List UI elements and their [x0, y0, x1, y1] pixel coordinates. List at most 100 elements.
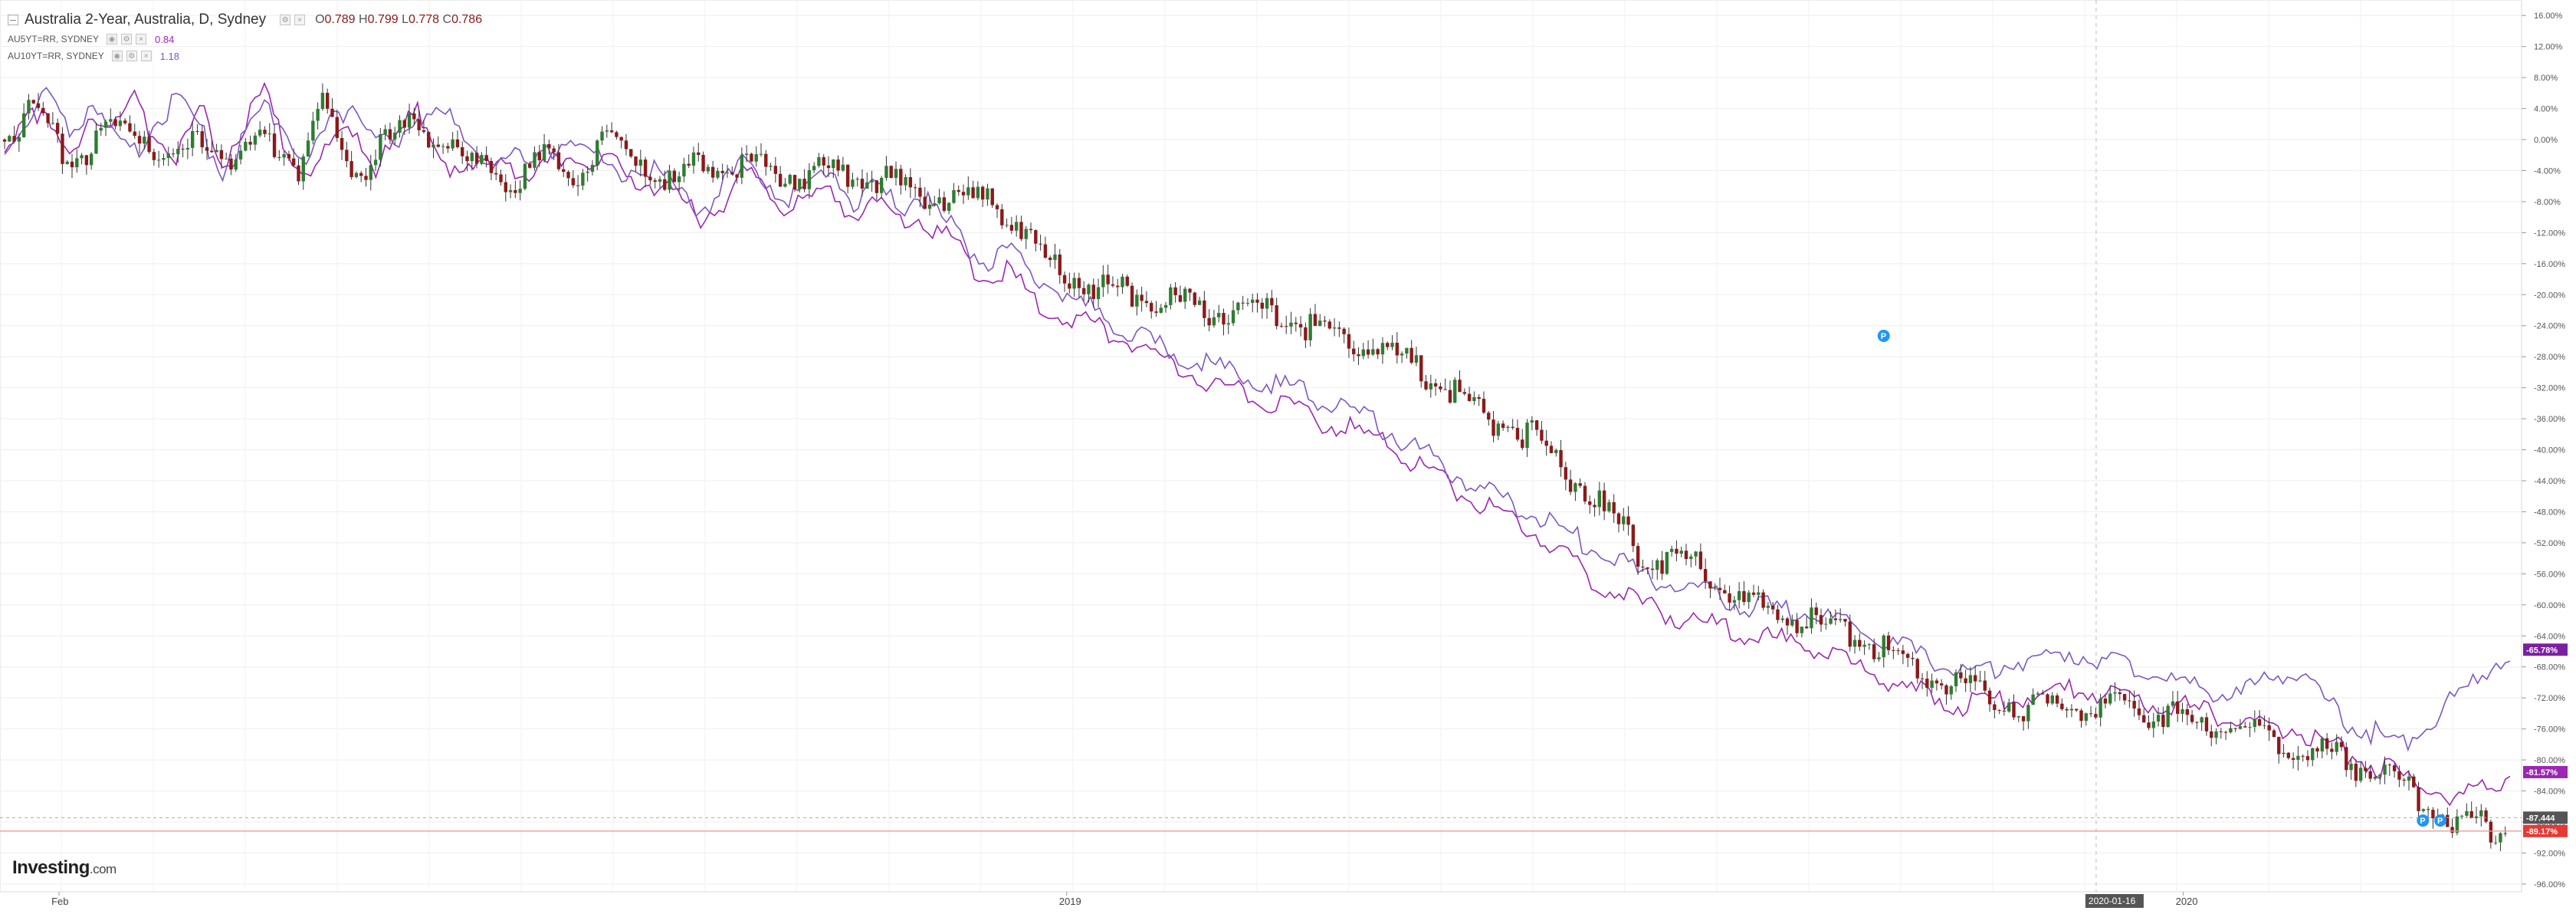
candle-body: [1795, 620, 1799, 633]
candle-body: [2431, 810, 2435, 819]
settings-icon[interactable]: ⚙: [121, 34, 133, 44]
candle-body: [2156, 715, 2161, 722]
candle-body: [1279, 326, 1284, 327]
candle-body: [2147, 722, 2151, 728]
candle-body: [1491, 419, 1495, 436]
indicator-value: 1.18: [159, 50, 180, 62]
candle-body: [1723, 590, 1727, 593]
candle-body: [171, 153, 176, 155]
close-icon[interactable]: ×: [140, 51, 152, 61]
candle-body: [272, 133, 277, 157]
event-marker-icon[interactable]: [2434, 814, 2447, 827]
candle-body: [2065, 709, 2069, 711]
y-tick-label: -64.00%: [2534, 632, 2565, 641]
candle-body: [1294, 322, 1298, 324]
candle-body: [1140, 294, 1144, 301]
candle-body: [465, 156, 469, 162]
candle-body: [253, 135, 258, 145]
candle-body: [2036, 693, 2040, 695]
candle-body: [2267, 725, 2271, 731]
candle-body: [2223, 732, 2228, 733]
candle-body: [2137, 708, 2141, 715]
candle-body: [720, 171, 724, 173]
event-marker-icon[interactable]: [2417, 814, 2430, 827]
candle-body: [1757, 592, 1761, 595]
event-marker-icon[interactable]: [1877, 330, 1890, 343]
candle-body: [1019, 222, 1023, 239]
candle-body: [451, 139, 454, 149]
candle-body: [2373, 776, 2377, 779]
candle-body: [990, 188, 994, 205]
candle-body: [1732, 600, 1737, 603]
candle-body: [2122, 694, 2127, 701]
candle-body: [1193, 292, 1196, 305]
candle-body: [152, 152, 156, 160]
candle-body: [1689, 556, 1693, 560]
candle-body: [17, 136, 21, 142]
legend-main-row: Australia 2-Year, Australia, D, Sydney ⚙…: [8, 9, 482, 31]
indicator-name: AU10YT=RR, SYDNEY: [8, 51, 104, 61]
candle-body: [1458, 380, 1462, 393]
candle-body: [1448, 390, 1452, 403]
candle-body: [84, 155, 89, 166]
candle-body: [1048, 258, 1052, 261]
settings-icon[interactable]: ⚙: [126, 51, 137, 61]
close-icon[interactable]: ×: [136, 34, 147, 44]
candle-body: [1068, 283, 1071, 289]
candle-body: [1530, 420, 1534, 423]
y-tick-label: -36.00%: [2534, 415, 2565, 424]
candle-body: [663, 179, 667, 190]
x-tick-label: 2019: [1059, 896, 1081, 907]
candle-body: [875, 180, 879, 193]
candle-body: [1780, 618, 1784, 620]
candle-body: [89, 153, 94, 166]
candle-body: [788, 175, 792, 184]
candle-body: [1626, 516, 1630, 525]
y-tick-label: -24.00%: [2534, 322, 2565, 331]
visibility-icon[interactable]: ◉: [107, 34, 118, 44]
candle-body: [75, 158, 79, 168]
candle-body: [1602, 490, 1606, 511]
candle-body: [1650, 568, 1655, 570]
candle-body: [1043, 244, 1048, 258]
candle-body: [653, 180, 657, 182]
candle-body: [697, 152, 701, 156]
candle-body: [2387, 764, 2392, 766]
candle-body: [1549, 445, 1554, 453]
candle-body: [1496, 423, 1501, 436]
indicator-line-au10y: [4, 87, 2511, 752]
candle-body: [1106, 275, 1110, 284]
candle-body: [1578, 483, 1582, 486]
candle-body: [1096, 287, 1101, 299]
visibility-icon[interactable]: ◉: [111, 51, 123, 61]
collapse-icon[interactable]: [8, 15, 18, 25]
close-icon[interactable]: ×: [294, 15, 306, 25]
candle-body: [908, 177, 913, 188]
candle-body: [957, 189, 960, 192]
candle-body: [904, 177, 907, 186]
candle-body: [1231, 310, 1235, 324]
settings-icon[interactable]: ⚙: [280, 15, 291, 25]
candle-body: [176, 149, 180, 155]
candle-body: [1409, 347, 1413, 363]
price-tag-box: [2523, 824, 2568, 837]
candle-body: [109, 119, 113, 122]
candle-body: [937, 197, 941, 204]
candle-body: [2012, 702, 2016, 718]
price-tag-label: -89.17%: [2526, 827, 2558, 837]
candle-body: [2238, 726, 2243, 729]
candle-body: [2311, 748, 2315, 761]
candle-body: [2084, 713, 2088, 722]
candle-body: [489, 160, 494, 173]
candle-body: [822, 156, 825, 166]
candle-body: [1751, 592, 1756, 595]
candle-body: [1135, 294, 1139, 307]
candle-body: [373, 159, 378, 166]
candle-body: [340, 137, 344, 150]
candle-body: [1091, 284, 1095, 299]
candle-body: [504, 182, 507, 192]
candle-body: [995, 205, 999, 209]
candle-body: [359, 173, 363, 176]
